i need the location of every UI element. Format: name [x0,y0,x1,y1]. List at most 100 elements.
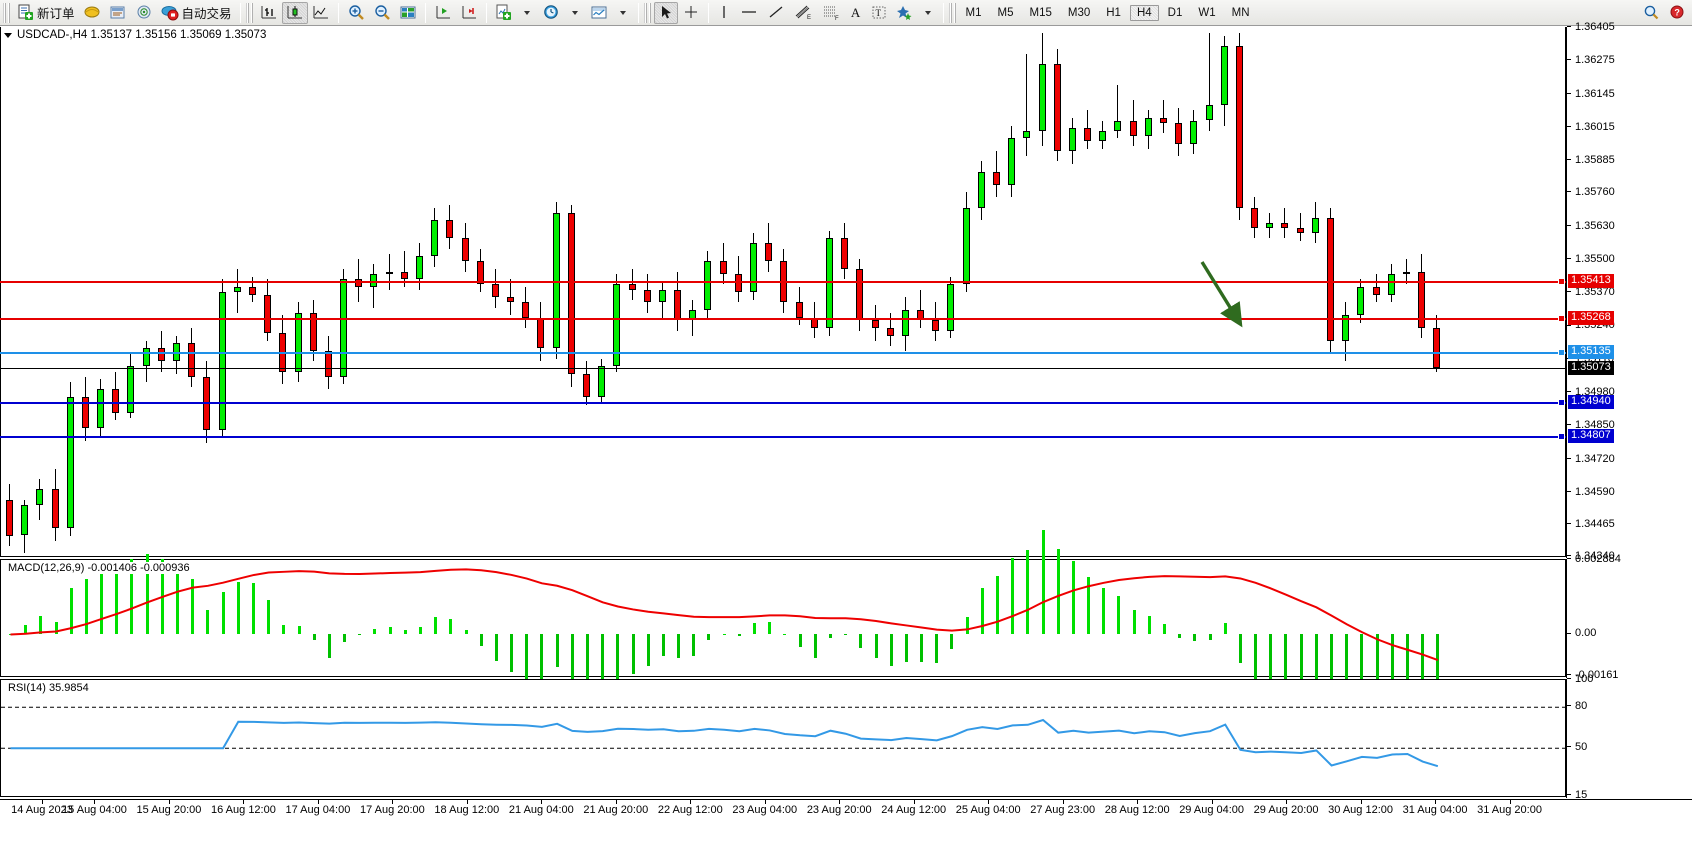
candle [1327,27,1335,556]
periodicity-dropdown[interactable] [564,2,586,24]
level-handle-support-2[interactable] [1558,433,1565,441]
cursor-button[interactable] [653,1,678,24]
bar-chart-button[interactable] [256,2,282,24]
time-tick-label: 16 Aug 12:00 [211,804,276,816]
candle [1311,27,1319,556]
timeframe-group: M1 M5 M15 M30 H1 H4 D1 W1 MN [959,4,1257,21]
level-handle-resistance-2[interactable] [1558,315,1565,323]
rsi-pane[interactable]: RSI(14) 35.9854 [0,679,1566,797]
candlestick-chart-button[interactable] [281,1,308,24]
level-handle-bid-line[interactable] [1558,349,1565,357]
equidistant-channel-button[interactable]: E [789,2,817,24]
horizontal-line-button[interactable] [735,2,763,24]
chart-area[interactable]: USDCAD-,H4 1.35137 1.35156 1.35069 1.350… [0,21,1692,855]
time-tick-mark [1509,800,1511,804]
macd-hist-bar [1254,634,1258,694]
price-tag-bid-line[interactable]: 1.35135 [1568,345,1614,360]
text-box-button[interactable]: T [867,2,891,24]
time-axis[interactable]: 14 Aug 2023 15 Aug 04:00 15 Aug 20:00 16 Au… [0,799,1692,855]
candle [431,27,439,556]
toolbar-grip[interactable] [3,2,10,23]
toolbar-grip-4[interactable] [948,2,956,23]
macd-axis[interactable]: 0.002884 0.00 -0.00161 [1566,553,1692,681]
macd-pane[interactable]: MACD(12,26,9) -0.001406 -0.000936 [0,529,1566,753]
shift-end-button[interactable] [430,2,456,24]
zoom-in-button[interactable] [343,2,369,24]
level-line-resistance-2[interactable] [0,318,1566,320]
price-axis[interactable]: 1.36405 1.36275 1.36145 1.36015 1.35885 1.357… [1566,21,1692,562]
timeframe-mn[interactable]: MN [1231,6,1250,19]
candle [461,27,469,556]
timeframe-d1[interactable]: D1 [1167,6,1183,19]
time-tick-mark [42,800,43,804]
price-pane[interactable]: USDCAD-,H4 1.35137 1.35156 1.35069 1.350… [0,27,1566,557]
new-order-icon [18,4,33,20]
new-chart-dropdown[interactable] [516,2,538,24]
level-line-last-price[interactable] [0,368,1566,370]
rsi-axis[interactable]: 100 80 50 15 [1566,673,1692,801]
clock-icon [543,5,558,19]
signals-button[interactable] [131,2,157,24]
auto-scroll-button[interactable] [456,2,482,24]
fibonacci-button[interactable]: F [817,2,845,24]
auto-trading-button[interactable]: 自动交易 [157,2,236,24]
toolbar-grip-3[interactable] [643,2,651,23]
timeframe-m1[interactable]: M1 [965,6,982,19]
data-window-button[interactable] [395,2,421,24]
help-button[interactable]: ? [1664,2,1690,24]
level-handle-support-1[interactable] [1558,399,1565,407]
price-tick: 1.35885 [1567,154,1615,166]
price-tag-support-2[interactable]: 1.34807 [1568,429,1614,444]
text-label-button[interactable]: A [845,2,867,24]
level-line-bid-line[interactable] [0,352,1566,354]
candle [324,27,332,556]
crosshair-icon [684,6,697,18]
templates-button[interactable] [586,2,612,24]
objects-dropdown[interactable] [917,2,939,24]
new-chart-button[interactable] [491,2,516,24]
price-tick: 1.36015 [1567,121,1615,133]
timeframe-m30[interactable]: M30 [1067,6,1091,19]
toolbar-grip-2[interactable] [245,2,253,23]
chevron-down-icon [925,10,932,15]
level-line-support-1[interactable] [0,402,1566,404]
price-tag-last-price[interactable]: 1.35073 [1568,361,1614,376]
templates-dropdown[interactable] [612,2,634,24]
level-line-support-2[interactable] [0,436,1566,438]
objects-button[interactable] [891,2,917,24]
symbol-collapse-icon[interactable] [4,32,12,38]
timeframe-m5[interactable]: M5 [997,6,1014,19]
level-handle-resistance-1[interactable] [1558,278,1565,286]
timeframe-m15[interactable]: M15 [1029,6,1052,19]
periodicity-button[interactable] [538,2,564,24]
zoom-out-button[interactable] [369,2,395,24]
vertical-line-button[interactable] [713,2,735,24]
price-tag-resistance-2[interactable]: 1.35268 [1568,311,1614,326]
timeframe-h4[interactable]: H4 [1129,4,1159,21]
line-chart-button[interactable] [308,2,334,24]
trendline-button[interactable] [763,2,789,24]
down-arrow-annotation[interactable] [1196,255,1256,335]
candle [1038,27,1046,556]
macd-hist-bar [358,634,362,636]
price-tag-support-1[interactable]: 1.34940 [1568,395,1614,410]
auto-trading-label: 自动交易 [181,7,232,21]
timeframe-w1[interactable]: W1 [1198,6,1216,19]
level-line-resistance-1[interactable] [0,281,1566,283]
market-watch-button[interactable] [105,2,131,24]
macd-hist-bar [251,583,255,635]
timeframe-h1[interactable]: H1 [1106,6,1121,19]
crosshair-button[interactable] [678,2,704,24]
time-tick-mark [1360,800,1362,804]
search-button[interactable] [1638,2,1664,24]
candle [385,27,393,556]
svg-text:T: T [875,8,881,18]
candle [127,27,135,556]
new-order-button[interactable]: 新订单 [13,2,79,24]
expert-advisors-button[interactable] [79,2,105,24]
macd-hist-bar [1193,634,1197,641]
macd-hist-bar [297,625,301,635]
price-tag-resistance-1[interactable]: 1.35413 [1568,274,1614,289]
candle [415,27,423,556]
auto-scroll-icon [462,6,476,19]
